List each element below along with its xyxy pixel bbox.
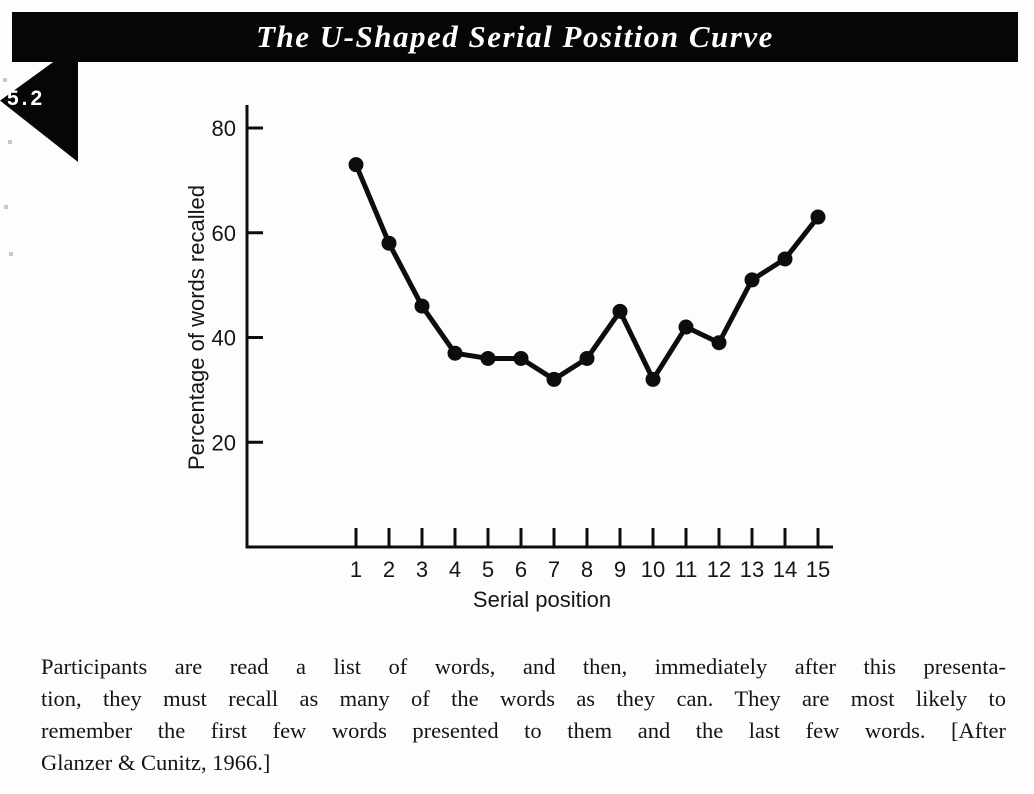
data-point xyxy=(381,235,397,251)
x-tick-label: 8 xyxy=(581,557,593,582)
x-tick-label: 10 xyxy=(641,557,665,582)
y-tick-label: 40 xyxy=(212,326,236,351)
y-tick-label: 60 xyxy=(212,221,236,246)
scan-speck xyxy=(3,78,7,82)
x-tick-label: 15 xyxy=(806,557,830,582)
y-tick-label: 80 xyxy=(212,116,236,141)
caption-line: Glanzer & Cunitz, 1966.] xyxy=(41,750,271,775)
data-point xyxy=(645,371,661,387)
data-point xyxy=(711,335,727,351)
x-tick-label: 11 xyxy=(675,557,698,582)
x-tick-label: 13 xyxy=(740,557,764,582)
data-point xyxy=(612,303,628,319)
data-point xyxy=(744,272,760,288)
x-tick-label: 4 xyxy=(449,557,461,582)
x-tick-label: 5 xyxy=(482,557,494,582)
x-axis-title: Serial position xyxy=(472,587,612,612)
x-tick-label: 12 xyxy=(707,557,731,582)
figure-caption: Participants are read a list of words, a… xyxy=(41,651,1006,779)
caption-line: Participants are read a list of words, a… xyxy=(41,654,1006,679)
data-point xyxy=(348,157,364,173)
data-line xyxy=(353,162,821,382)
figure-title: The U-Shaped Serial Position Curve xyxy=(256,19,774,54)
data-point xyxy=(447,345,463,361)
x-tick-label: 14 xyxy=(773,557,797,582)
scan-speck xyxy=(8,140,12,144)
caption-line: remember the first few words presented t… xyxy=(41,718,1006,743)
data-point xyxy=(414,298,430,314)
y-axis-title: Percentage of words recalled xyxy=(184,185,209,470)
x-tick-label: 9 xyxy=(614,557,626,582)
data-point xyxy=(810,209,826,225)
data-point xyxy=(777,251,793,267)
data-point xyxy=(480,350,496,366)
scan-speck xyxy=(4,205,8,209)
x-tick-label: 2 xyxy=(383,557,395,582)
x-tick-label: 7 xyxy=(548,557,560,582)
y-tick-label: 20 xyxy=(212,430,236,455)
data-point xyxy=(579,350,595,366)
scan-speck xyxy=(9,252,13,256)
x-tick-label: 1 xyxy=(350,557,362,582)
figure-banner: The U-Shaped Serial Position Curve xyxy=(12,12,1018,62)
data-point xyxy=(546,371,562,387)
figure-number: 5.2 xyxy=(7,87,46,110)
data-point xyxy=(678,319,694,335)
x-tick-label: 3 xyxy=(416,557,428,582)
caption-line: tion, they must recall as many of the wo… xyxy=(41,686,1006,711)
x-tick-label: 6 xyxy=(515,557,527,582)
data-point xyxy=(513,350,529,366)
axes xyxy=(245,105,833,549)
